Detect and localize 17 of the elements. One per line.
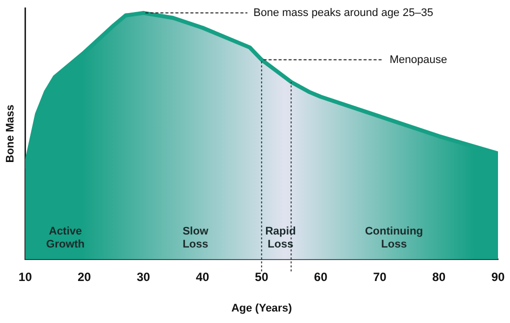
annotation: Bone mass peaks around age 25–35 (253, 6, 434, 19)
annotation: Rapid Loss (265, 225, 296, 250)
annotation: Slow Loss (182, 225, 209, 250)
x-tick-label: 40 (196, 270, 210, 284)
x-tick-label: 60 (314, 270, 328, 284)
x-axis-title: Age (Years) (231, 302, 292, 314)
x-tick-label: 20 (78, 270, 92, 284)
y-axis-title: Bone Mass (4, 104, 17, 163)
x-tick-label: 80 (432, 270, 446, 284)
annotation: Menopause (390, 54, 448, 66)
x-tick-label: 30 (136, 270, 150, 284)
x-tick-label: 10 (18, 270, 32, 284)
annotation: Continuing Loss (364, 225, 424, 250)
x-tick-label: 70 (373, 270, 387, 284)
annotation: Active Growth (46, 225, 85, 250)
x-tick-label: 50 (254, 270, 269, 284)
x-tick-label: 90 (491, 270, 505, 284)
